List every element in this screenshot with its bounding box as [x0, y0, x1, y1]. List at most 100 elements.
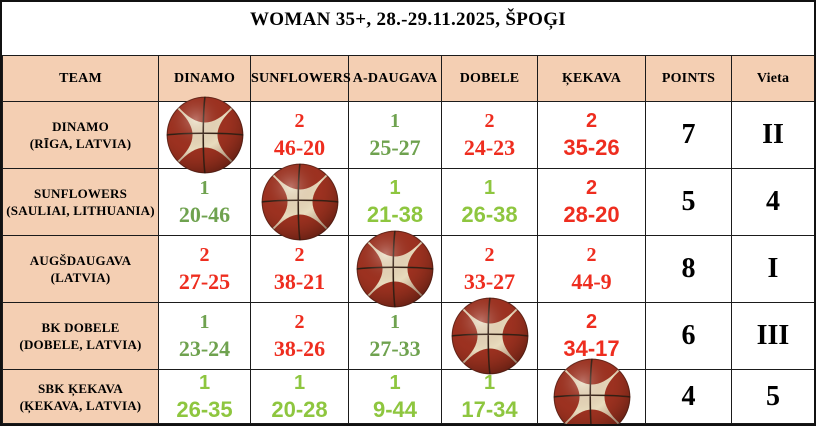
team-cell: DINAMO (RĪGA, LATVIA) [2, 101, 159, 169]
table-row: SBK ĶEKAVA (ĶEKAVA, LATVIA) 1 26-35 1 20… [2, 369, 814, 424]
team-location: (RĪGA, LATVIA) [29, 136, 132, 151]
basketball-icon [356, 230, 434, 308]
self-match-cell [250, 169, 349, 236]
match-result-cell: 1 21-38 [348, 168, 442, 236]
basketball-icon [166, 96, 244, 174]
match-result-cell: 1 17-34 [441, 369, 538, 424]
match-result: 2 [294, 311, 305, 333]
place-cell: 5 [731, 369, 814, 424]
self-match-cell [441, 303, 538, 370]
self-match-cell [348, 236, 442, 303]
team-name: AUGŠDAUGAVA [29, 253, 132, 268]
match-result-cell: 2 46-20 [250, 101, 349, 169]
match-result-cell: 2 27-25 [158, 235, 251, 303]
match-score: 21-38 [366, 202, 424, 227]
match-result-cell: 1 20-46 [158, 168, 251, 236]
column-header-dinamo: DINAMO [158, 55, 251, 102]
match-result: 1 [390, 110, 400, 132]
place-cell: II [731, 101, 814, 169]
match-score: 25-27 [369, 135, 421, 160]
column-header-vieta: Vieta [731, 55, 814, 102]
match-score: 38-21 [273, 269, 326, 294]
team-location: (SAULIAI, LITHUANIA) [6, 203, 155, 218]
match-result-cell: 1 25-27 [348, 101, 442, 169]
match-score: 38-26 [273, 336, 326, 361]
match-result-cell: 1 9-44 [348, 369, 442, 424]
match-result: 1 [390, 311, 400, 333]
match-result-cell: 2 24-23 [441, 101, 538, 169]
header-row: TEAM DINAMO SUNFLOWERS A-DAUGAVA DOBELE … [2, 55, 814, 102]
place-cell: 4 [731, 168, 814, 236]
table-row: AUGŠDAUGAVA (LATVIA) 2 27-25 2 38-21 2 3… [2, 235, 814, 303]
match-result-cell: 2 28-20 [537, 168, 646, 236]
match-score: 26-38 [461, 202, 518, 227]
match-score: 27-33 [369, 336, 421, 361]
column-header-sunflowers: SUNFLOWERS [250, 55, 351, 102]
basketball-icon [451, 297, 529, 375]
column-header-team: TEAM [2, 55, 159, 102]
match-score: 17-34 [461, 396, 518, 422]
match-result-cell: 2 38-21 [250, 235, 349, 303]
tournament-title: WOMAN 35+, 28.-29.11.2025, ŠPOĢI [250, 9, 566, 30]
match-score: 28-20 [563, 202, 620, 227]
match-result: 2 [484, 244, 495, 266]
points-cell: 5 [645, 168, 732, 236]
match-result: 1 [389, 177, 401, 199]
self-match-cell [537, 370, 646, 424]
team-cell: SBK ĶEKAVA (ĶEKAVA, LATVIA) [2, 369, 159, 424]
points-cell: 7 [645, 101, 732, 169]
match-score: 20-46 [178, 202, 231, 227]
match-result: 2 [585, 311, 598, 333]
team-name: BK DOBELE [41, 320, 120, 335]
match-score: 26-35 [176, 396, 233, 422]
column-header-adaugava: A-DAUGAVA [348, 55, 442, 102]
match-result-cell: 1 20-28 [250, 369, 349, 424]
team-name: SBK ĶEKAVA [38, 380, 123, 396]
team-name: SUNFLOWERS [33, 186, 128, 201]
table-row: DINAMO (RĪGA, LATVIA) 2 46-20 1 25-27 2 … [2, 101, 814, 169]
team-cell: SUNFLOWERS (SAULIAI, LITHUANIA) [2, 168, 159, 236]
match-result-cell: 1 27-33 [348, 302, 442, 370]
team-cell: AUGŠDAUGAVA (LATVIA) [2, 235, 159, 303]
match-result: 1 [389, 371, 401, 394]
match-result: 2 [294, 244, 305, 266]
team-location: (LATVIA) [50, 270, 111, 285]
match-score: 44-9 [571, 269, 612, 294]
match-result-cell: 2 34-17 [537, 302, 646, 370]
points-cell: 6 [645, 302, 732, 370]
match-result: 2 [585, 177, 598, 199]
match-score: 35-26 [563, 135, 620, 160]
match-score: 23-24 [178, 336, 231, 361]
match-result: 2 [294, 110, 305, 132]
column-header-kekava: ĶEKAVA [537, 55, 646, 102]
match-result: 1 [293, 371, 306, 394]
match-result: 1 [199, 177, 210, 199]
match-result-cell: 2 38-26 [250, 302, 349, 370]
place-cell: III [731, 302, 814, 370]
match-result-cell: 2 35-26 [537, 101, 646, 169]
match-score: 34-17 [563, 336, 620, 361]
match-score: 24-23 [463, 135, 516, 160]
match-result: 2 [484, 110, 495, 132]
table-row: SUNFLOWERS (SAULIAI, LITHUANIA) 1 20-46 … [2, 168, 814, 236]
match-result: 1 [199, 311, 210, 333]
match-result: 1 [483, 371, 496, 394]
match-result-cell: 2 33-27 [441, 235, 538, 303]
table-row: BK DOBELE (DOBELE, LATVIA) 1 23-24 2 38-… [2, 302, 814, 370]
team-location: (ĶEKAVA, LATVIA) [19, 397, 142, 413]
match-result-cell: 1 23-24 [158, 302, 251, 370]
column-header-points: POINTS [645, 55, 732, 102]
match-score: 20-28 [271, 396, 328, 422]
basketball-icon [261, 163, 339, 241]
self-match-cell [158, 102, 251, 169]
match-score: 27-25 [178, 269, 231, 294]
points-cell: 8 [645, 235, 732, 303]
match-result-cell: 1 26-38 [441, 168, 538, 236]
match-result: 2 [585, 110, 598, 132]
points-cell: 4 [645, 369, 732, 424]
match-result-cell: 2 44-9 [537, 235, 646, 303]
match-result: 2 [199, 244, 210, 266]
team-location: (DOBELE, LATVIA) [19, 337, 142, 352]
match-result-cell: 1 26-35 [158, 369, 251, 424]
